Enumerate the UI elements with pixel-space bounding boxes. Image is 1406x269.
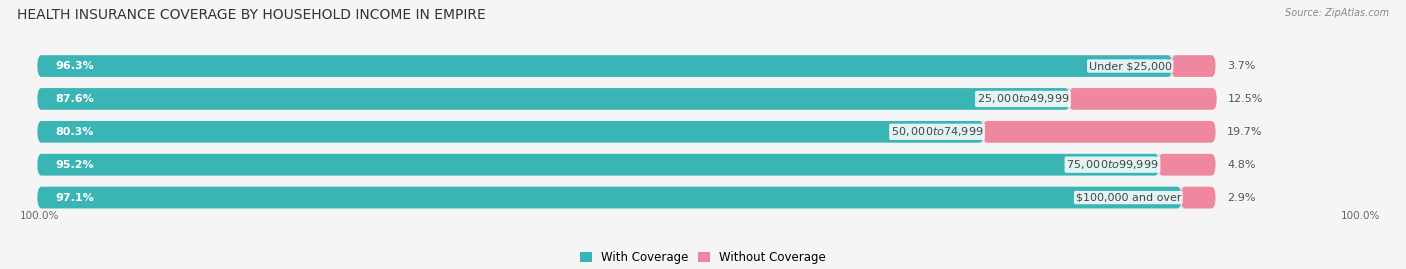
Text: 3.7%: 3.7% [1227, 61, 1256, 71]
Text: 2.9%: 2.9% [1227, 193, 1256, 203]
Legend: With Coverage, Without Coverage: With Coverage, Without Coverage [579, 252, 827, 264]
Text: 95.2%: 95.2% [55, 160, 94, 170]
FancyBboxPatch shape [1171, 55, 1216, 77]
Text: 19.7%: 19.7% [1227, 127, 1263, 137]
FancyBboxPatch shape [38, 88, 1216, 110]
Text: $100,000 and over: $100,000 and over [1076, 193, 1181, 203]
Text: Source: ZipAtlas.com: Source: ZipAtlas.com [1285, 8, 1389, 18]
FancyBboxPatch shape [38, 55, 1173, 77]
Text: 87.6%: 87.6% [55, 94, 94, 104]
FancyBboxPatch shape [1181, 187, 1216, 208]
FancyBboxPatch shape [38, 121, 1216, 143]
FancyBboxPatch shape [1159, 154, 1216, 176]
Text: 96.3%: 96.3% [55, 61, 94, 71]
Text: 12.5%: 12.5% [1229, 94, 1264, 104]
FancyBboxPatch shape [38, 154, 1159, 176]
FancyBboxPatch shape [1069, 88, 1216, 110]
Text: 97.1%: 97.1% [55, 193, 94, 203]
FancyBboxPatch shape [38, 121, 984, 143]
FancyBboxPatch shape [38, 55, 1216, 77]
Text: HEALTH INSURANCE COVERAGE BY HOUSEHOLD INCOME IN EMPIRE: HEALTH INSURANCE COVERAGE BY HOUSEHOLD I… [17, 8, 485, 22]
FancyBboxPatch shape [38, 154, 1216, 176]
Text: $25,000 to $49,999: $25,000 to $49,999 [977, 93, 1069, 105]
Text: 4.8%: 4.8% [1227, 160, 1256, 170]
FancyBboxPatch shape [983, 121, 1216, 143]
Text: 80.3%: 80.3% [55, 127, 94, 137]
Text: 100.0%: 100.0% [1341, 211, 1381, 221]
Text: $50,000 to $74,999: $50,000 to $74,999 [891, 125, 983, 138]
Text: Under $25,000: Under $25,000 [1088, 61, 1171, 71]
Text: 100.0%: 100.0% [20, 211, 59, 221]
Text: $75,000 to $99,999: $75,000 to $99,999 [1066, 158, 1159, 171]
FancyBboxPatch shape [38, 187, 1181, 208]
FancyBboxPatch shape [38, 88, 1070, 110]
FancyBboxPatch shape [38, 187, 1216, 208]
